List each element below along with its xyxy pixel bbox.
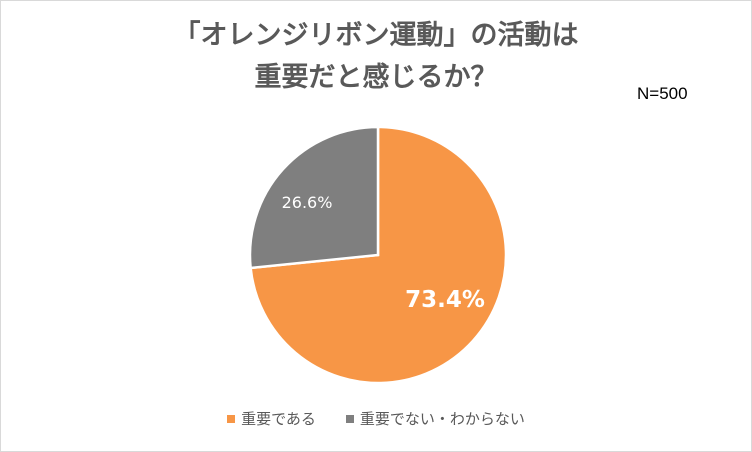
- legend-swatch-gray: [345, 414, 354, 423]
- label-not-important: 26.6%: [282, 193, 333, 212]
- legend: 重要である 重要でない・わからない: [0, 408, 752, 429]
- chart-title-line2: 重要だと感じるか？: [254, 62, 498, 93]
- legend-item-not-important: 重要でない・わからない: [345, 408, 525, 429]
- legend-label: 重要でない・わからない: [359, 410, 525, 428]
- sample-size-label: N=500: [637, 84, 688, 103]
- label-important: 73.4%: [405, 287, 485, 313]
- legend-label: 重要である: [241, 410, 316, 428]
- legend-swatch-orange: [227, 414, 236, 423]
- legend-item-important: 重要である: [227, 408, 316, 429]
- chart-title-line1: 「オレンジリボン運動」の活動は: [173, 20, 579, 51]
- pie-slice-not-important: [248, 125, 380, 270]
